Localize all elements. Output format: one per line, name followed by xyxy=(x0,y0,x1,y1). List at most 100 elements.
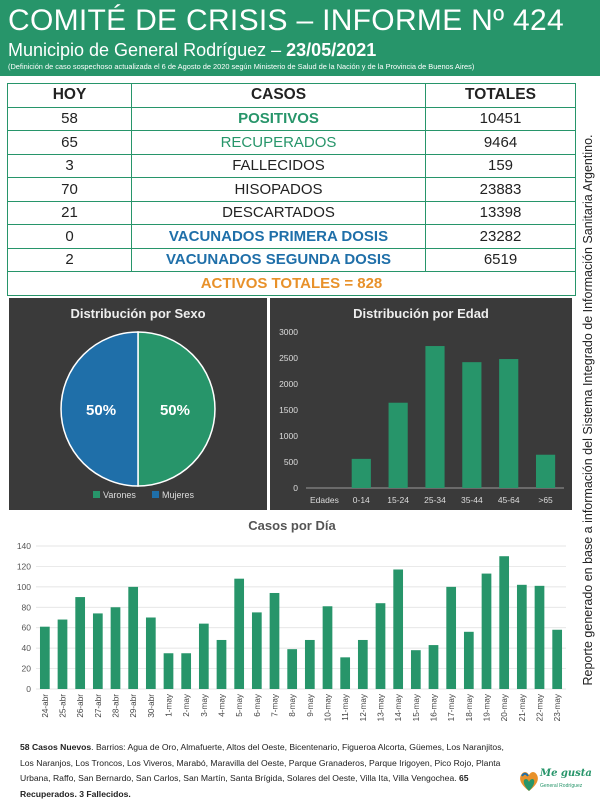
logo-subtext: General Rodríguez xyxy=(540,783,583,789)
footer-recovered-deaths: 65 Recuperados. 3 Fallecidos. xyxy=(20,773,469,799)
pie-slice xyxy=(60,331,139,487)
header-hoy: HOY xyxy=(7,83,132,108)
bar xyxy=(462,362,482,488)
bar xyxy=(499,556,510,689)
bar xyxy=(340,657,351,689)
table-row-vacunados-segunda: 2 VACUNADOS SEGUNDA DOSIS 6519 xyxy=(7,247,576,272)
bar xyxy=(410,650,421,689)
table-row-vacunados-primera: 0 VACUNADOS PRIMERA DOSIS 23282 xyxy=(7,224,576,249)
cell-casos: POSITIVOS xyxy=(131,106,426,131)
bar xyxy=(534,585,545,689)
bar xyxy=(375,603,386,689)
data-label: 50% xyxy=(160,402,190,419)
y-tick-label: 100 xyxy=(17,582,31,592)
cell-hoy: 65 xyxy=(7,130,132,155)
y-tick-label: 3000 xyxy=(279,327,298,337)
municipality-label: Municipio de General Rodríguez – xyxy=(8,40,287,60)
bar xyxy=(535,454,556,488)
cell-casos: RECUPERADOS xyxy=(131,130,426,155)
x-tick-label: 24-abr xyxy=(41,694,50,718)
age-distribution-chart: Distribución por Edad 0 500 1000 1500 2000 250… xyxy=(279,306,564,505)
cell-hoy: 70 xyxy=(7,177,132,202)
bar xyxy=(499,359,519,488)
cell-totales: 23883 xyxy=(425,177,576,202)
table-row-activos: ACTIVOS TOTALES = 828 xyxy=(7,271,576,296)
x-tick-label: 19-may xyxy=(483,693,492,721)
cell-totales: 6519 xyxy=(425,247,576,272)
x-tick-label: 30-abr xyxy=(147,694,156,718)
logo-text: Me gusta xyxy=(540,768,592,779)
cell-casos: VACUNADOS SEGUNDA DOSIS xyxy=(131,247,426,272)
x-tick-label: 10-may xyxy=(324,693,333,721)
x-tick-label: 13-may xyxy=(377,693,386,721)
x-tick-label: 26-abr xyxy=(76,694,85,718)
y-tick-label: 0 xyxy=(26,684,31,694)
bar xyxy=(251,612,262,689)
cell-casos: HISOPADOS xyxy=(131,177,426,202)
cell-totales: 9464 xyxy=(425,130,576,155)
activos-totales: ACTIVOS TOTALES = 828 xyxy=(7,271,576,296)
y-tick-label: 20 xyxy=(22,664,32,674)
chart-title: Distribución por Edad xyxy=(353,306,489,321)
age-chart-panel: Distribución por Edad 0 500 1000 1500 2000 250… xyxy=(270,298,572,510)
bar xyxy=(446,586,457,689)
x-tick-label: 21-may xyxy=(518,693,527,721)
x-tick-label: 25-34 xyxy=(424,495,446,505)
y-tick-label: 60 xyxy=(22,623,32,633)
table-row-recuperados: 65 RECUPERADOS 9464 xyxy=(7,130,576,155)
bar xyxy=(128,586,139,689)
source-side-note: Reporte generado en base a información d… xyxy=(581,134,595,686)
table-row-positivos: 58 POSITIVOS 10451 xyxy=(7,106,576,131)
legend-swatch xyxy=(152,491,159,498)
cell-totales: 23282 xyxy=(425,224,576,249)
footer-neighborhoods: . Barrios: Agua de Oro, Almafuerte, Alto… xyxy=(20,742,504,783)
bar xyxy=(481,573,492,689)
chart-title: Distribución por Sexo xyxy=(70,306,205,321)
bar xyxy=(269,592,280,689)
bar xyxy=(388,402,408,488)
x-tick-label: 0-14 xyxy=(353,495,370,505)
cell-hoy: 3 xyxy=(7,153,132,178)
y-tick-label: 1500 xyxy=(279,405,298,415)
bar xyxy=(428,645,439,689)
bar xyxy=(110,607,121,689)
x-tick-label: 20-may xyxy=(500,693,509,721)
y-tick-label: 0 xyxy=(293,483,298,493)
cell-hoy: 0 xyxy=(7,224,132,249)
cell-totales: 13398 xyxy=(425,200,576,225)
bar xyxy=(304,639,315,689)
bar xyxy=(57,619,68,689)
bar xyxy=(163,653,174,689)
legend-swatch xyxy=(93,491,100,498)
bar xyxy=(234,578,245,689)
x-tick-label: 6-may xyxy=(253,693,262,717)
report-header: COMITÉ DE CRISIS – INFORME Nº 424 Munici… xyxy=(0,0,600,76)
bar xyxy=(216,639,227,689)
daily-chart-panel: Casos por Día 0 20 40 60 80 100 120 140 24-abr 25-… xyxy=(6,516,574,732)
cell-hoy: 2 xyxy=(7,247,132,272)
x-tick-label: 8-may xyxy=(288,693,297,717)
y-tick-label: 2000 xyxy=(279,379,298,389)
cell-totales: 10451 xyxy=(425,106,576,131)
y-tick-label: 1000 xyxy=(279,431,298,441)
table-header-row: HOY CASOS TOTALES xyxy=(7,83,576,108)
bar xyxy=(357,639,368,689)
sex-distribution-chart: Distribución por Sexo 50% 50% Varones Mujere… xyxy=(60,306,216,500)
table-row-fallecidos: 3 FALLECIDOS 159 xyxy=(7,153,576,178)
definition-note: (Definición de caso sospechoso actualiza… xyxy=(8,62,475,71)
x-tick-label: 1-may xyxy=(165,693,174,717)
x-tick-label: 2-may xyxy=(182,693,191,717)
bar xyxy=(39,626,50,689)
cell-hoy: 21 xyxy=(7,200,132,225)
me-gusta-logo: Me gusta General Rodríguez xyxy=(518,766,592,796)
x-axis-label: Edades xyxy=(310,495,339,505)
legend-entry: Varones xyxy=(103,490,136,500)
bar xyxy=(463,631,474,689)
y-tick-label: 500 xyxy=(284,457,298,467)
x-tick-label: 12-may xyxy=(359,693,368,721)
bar xyxy=(351,458,371,488)
x-tick-label: 5-may xyxy=(235,693,244,717)
cell-casos: VACUNADOS PRIMERA DOSIS xyxy=(131,224,426,249)
bar xyxy=(393,569,404,689)
bar xyxy=(145,617,156,689)
